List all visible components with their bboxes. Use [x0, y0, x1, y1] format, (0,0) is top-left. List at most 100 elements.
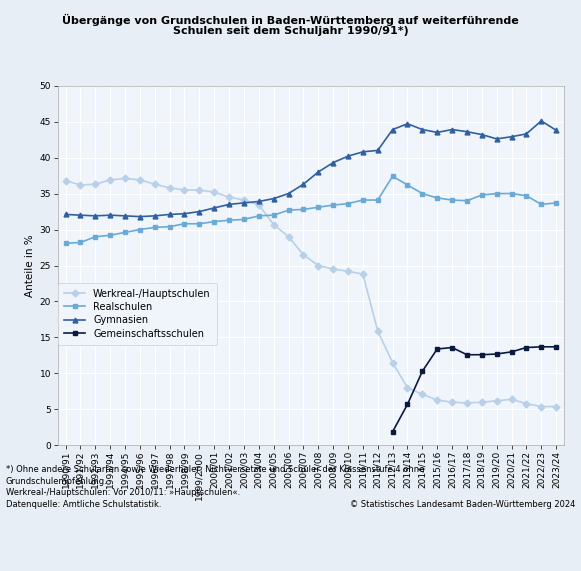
Gymnasien [121, 212, 128, 219]
Text: Datenquelle: Amtliche Schulstatistik.: Datenquelle: Amtliche Schulstatistik. [6, 500, 162, 509]
Text: Grundschulempfehlung.: Grundschulempfehlung. [6, 477, 107, 486]
Realschulen [360, 196, 367, 203]
Realschulen [300, 206, 307, 213]
Realschulen [181, 220, 188, 227]
Gymnasien [107, 212, 114, 219]
Realschulen [255, 212, 262, 219]
Werkreal-/Hauptschulen [300, 251, 307, 258]
Gymnasien [181, 210, 188, 217]
Gemeinschaftsschulen [478, 351, 485, 358]
Gymnasien [538, 118, 545, 124]
Realschulen [508, 190, 515, 197]
Realschulen [404, 182, 411, 188]
Werkreal-/Hauptschulen [433, 397, 440, 404]
Gemeinschaftsschulen [508, 348, 515, 355]
Realschulen [166, 223, 173, 230]
Gemeinschaftsschulen [464, 351, 471, 358]
Werkreal-/Hauptschulen [211, 188, 218, 195]
Realschulen [121, 229, 128, 236]
Gymnasien [478, 131, 485, 138]
Gemeinschaftsschulen [449, 344, 456, 351]
Gymnasien [360, 148, 367, 155]
Line: Realschulen: Realschulen [63, 174, 558, 246]
Gymnasien [433, 129, 440, 136]
Gemeinschaftsschulen [493, 351, 500, 357]
Werkreal-/Hauptschulen [255, 202, 262, 208]
Gymnasien [464, 128, 471, 135]
Gymnasien [137, 213, 144, 220]
Gymnasien [196, 208, 203, 215]
Realschulen [389, 173, 396, 180]
Werkreal-/Hauptschulen [270, 221, 277, 228]
Gymnasien [404, 120, 411, 127]
Gymnasien [151, 212, 158, 219]
Text: Schulen seit dem Schuljahr 1990/91*): Schulen seit dem Schuljahr 1990/91*) [173, 26, 408, 36]
Line: Werkreal-/Hauptschulen: Werkreal-/Hauptschulen [63, 176, 558, 409]
Text: Werkreal-/Hauptschulen: Vor 2010/11: »Hauptschulen«.: Werkreal-/Hauptschulen: Vor 2010/11: »Ha… [6, 488, 240, 497]
Werkreal-/Hauptschulen [374, 328, 381, 335]
Realschulen [419, 190, 426, 197]
Gymnasien [389, 126, 396, 133]
Werkreal-/Hauptschulen [241, 196, 248, 203]
Werkreal-/Hauptschulen [107, 176, 114, 183]
Realschulen [478, 192, 485, 199]
Werkreal-/Hauptschulen [360, 271, 367, 278]
Realschulen [137, 226, 144, 233]
Y-axis label: Anteile in %: Anteile in % [26, 234, 35, 297]
Realschulen [270, 212, 277, 219]
Legend: Werkreal-/Hauptschulen, Realschulen, Gymnasien, Gemeinschaftsschulen: Werkreal-/Hauptschulen, Realschulen, Gym… [58, 283, 217, 345]
Werkreal-/Hauptschulen [181, 187, 188, 194]
Realschulen [92, 234, 99, 240]
Gymnasien [62, 211, 69, 218]
Werkreal-/Hauptschulen [196, 187, 203, 194]
Line: Gemeinschaftsschulen: Gemeinschaftsschulen [390, 344, 558, 434]
Realschulen [374, 196, 381, 203]
Realschulen [241, 216, 248, 223]
Gemeinschaftsschulen [553, 343, 560, 350]
Werkreal-/Hauptschulen [92, 181, 99, 188]
Realschulen [196, 220, 203, 227]
Gymnasien [419, 126, 426, 133]
Realschulen [107, 232, 114, 239]
Gymnasien [255, 198, 262, 205]
Gymnasien [211, 204, 218, 211]
Gymnasien [329, 159, 336, 166]
Gymnasien [449, 126, 456, 133]
Realschulen [225, 217, 232, 224]
Realschulen [329, 202, 336, 208]
Werkreal-/Hauptschulen [345, 268, 352, 275]
Werkreal-/Hauptschulen [285, 234, 292, 240]
Gymnasien [493, 135, 500, 142]
Gemeinschaftsschulen [419, 368, 426, 375]
Gymnasien [523, 130, 530, 137]
Werkreal-/Hauptschulen [419, 391, 426, 398]
Gymnasien [225, 201, 232, 208]
Realschulen [315, 204, 322, 211]
Werkreal-/Hauptschulen [166, 184, 173, 191]
Gymnasien [166, 211, 173, 218]
Werkreal-/Hauptschulen [77, 182, 84, 188]
Realschulen [77, 239, 84, 246]
Gymnasien [92, 212, 99, 219]
Werkreal-/Hauptschulen [137, 176, 144, 183]
Werkreal-/Hauptschulen [315, 262, 322, 269]
Gymnasien [270, 195, 277, 202]
Realschulen [493, 190, 500, 197]
Realschulen [553, 199, 560, 206]
Text: © Statistisches Landesamt Baden-Württemberg 2024: © Statistisches Landesamt Baden-Württemb… [350, 500, 575, 509]
Werkreal-/Hauptschulen [538, 403, 545, 410]
Werkreal-/Hauptschulen [523, 400, 530, 407]
Realschulen [62, 240, 69, 247]
Realschulen [449, 196, 456, 203]
Werkreal-/Hauptschulen [225, 194, 232, 200]
Werkreal-/Hauptschulen [508, 396, 515, 403]
Text: Übergänge von Grundschulen in Baden-Württemberg auf weiterführende: Übergänge von Grundschulen in Baden-Würt… [62, 14, 519, 26]
Gemeinschaftsschulen [523, 344, 530, 351]
Gymnasien [508, 133, 515, 140]
Realschulen [464, 198, 471, 204]
Gymnasien [285, 190, 292, 197]
Werkreal-/Hauptschulen [329, 266, 336, 272]
Gymnasien [300, 181, 307, 188]
Realschulen [151, 224, 158, 231]
Gymnasien [77, 212, 84, 219]
